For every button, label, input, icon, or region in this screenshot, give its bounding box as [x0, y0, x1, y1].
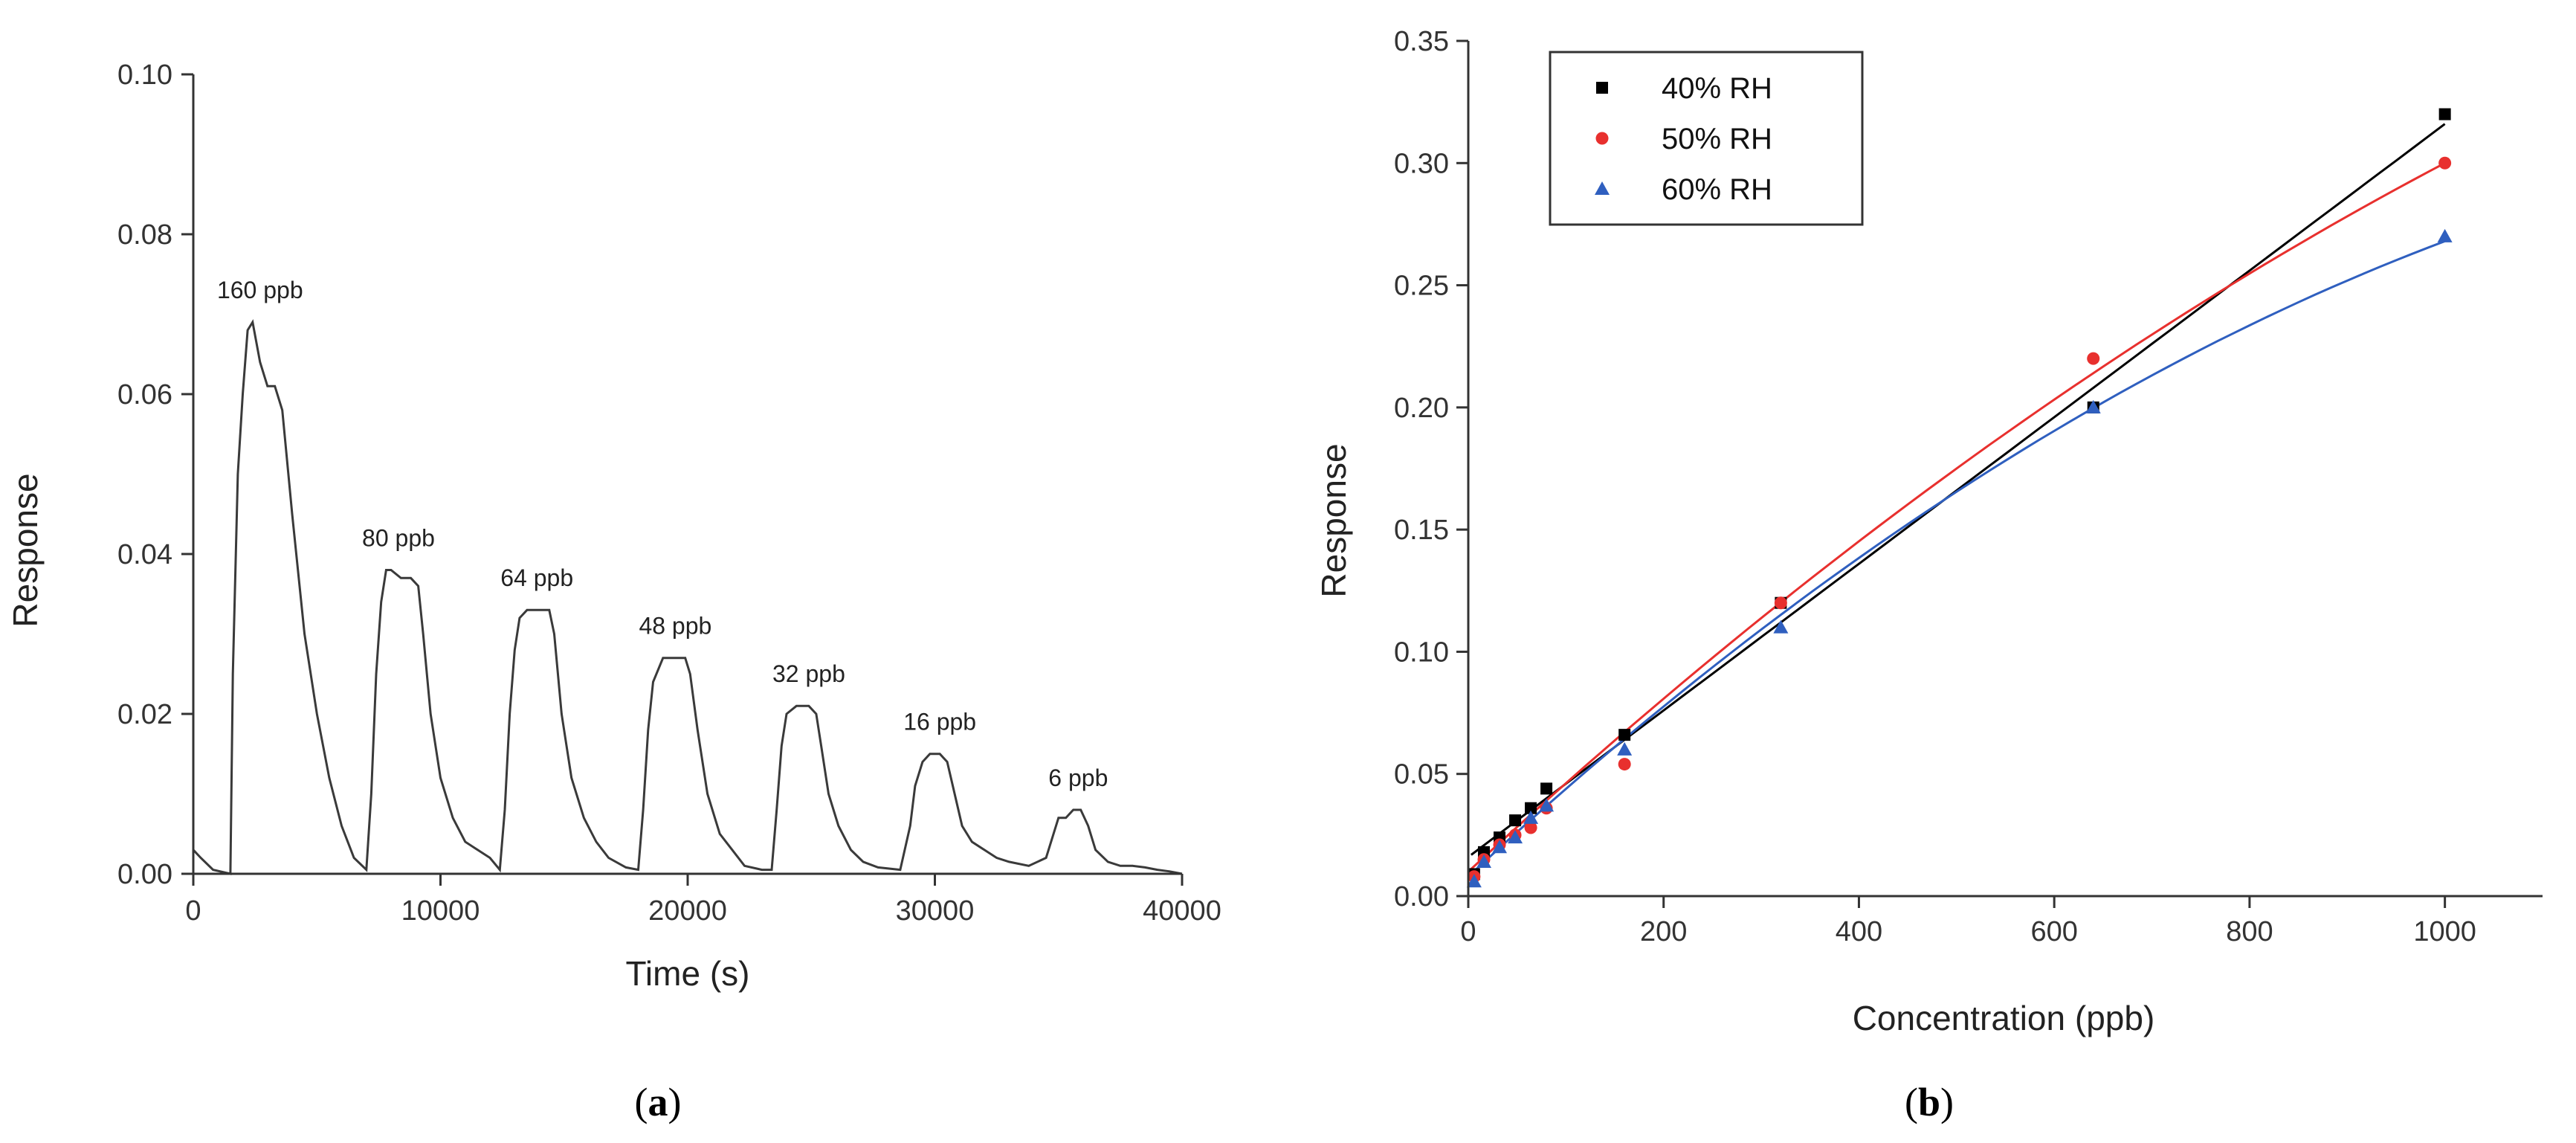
chart-b-x-tick-label: 800: [2226, 916, 2273, 947]
chart-a-x-ticks: 0 10000 20000 30000 40000: [185, 874, 1221, 927]
chart-b-fit-line: [1471, 123, 2446, 856]
chart-b-legend: 40% RH 50% RH 60% RH: [1549, 51, 1864, 226]
chart-b-x-tick-label: 1000: [2413, 916, 2476, 947]
chart-b-point-series-1: [2438, 108, 2451, 120]
chart-b-y-tick-label: 0.00: [1394, 881, 1449, 912]
chart-b-fit-line: [1470, 161, 2446, 870]
chart-b-legend-label: 50% RH: [1662, 123, 1772, 155]
chart-b-fit-line: [1470, 239, 2446, 875]
chart-b-legend-marker: [1595, 181, 1610, 195]
chart-b-y-tick-label: 0.10: [1394, 637, 1449, 668]
chart-a-annotation: 16 ppb: [903, 709, 976, 735]
chart-a-y-ticks: 0.00 0.02 0.04 0.06 0.08 0.10: [117, 59, 193, 890]
chart-b-x-tick-label: 400: [1836, 916, 1882, 947]
chart-b-x-axis-label: Concentration (ppb): [1853, 999, 2155, 1037]
chart-b-fit-lines: [1470, 123, 2446, 875]
chart-b-y-tick-label: 0.20: [1394, 393, 1449, 424]
chart-a-series-response-line: [192, 319, 1183, 875]
chart-b-point-series-3: [1492, 840, 1508, 854]
chart-b-x-tick-label: 200: [1640, 916, 1687, 947]
chart-b-x-ticks: 0 200 400 600 800 1000: [1460, 896, 2476, 947]
chart-b-axes: [1467, 41, 2543, 898]
chart-b-y-tick-label: 0.15: [1394, 515, 1449, 546]
chart-b: 0.00 0.05 0.10 0.15 0.20 0.25 0.30 0.35 0 200 400…: [1314, 26, 2543, 1124]
chart-b-y-tick-label: 0.35: [1394, 26, 1449, 57]
chart-b-point-series-3: [1466, 874, 1482, 888]
chart-b-point-series-2: [2087, 352, 2100, 365]
chart-a: 0.00 0.02 0.04 0.06 0.08 0.10 0 10000 20000 3000…: [6, 59, 1221, 1124]
chart-a-y-tick-label: 0.04: [117, 539, 172, 570]
chart-b-point-series-2: [1524, 821, 1537, 834]
chart-b-point-series-2: [1618, 758, 1631, 771]
chart-b-point-series-3: [2085, 399, 2101, 413]
chart-b-point-series-3: [1523, 810, 1539, 824]
chart-b-point-series-3: [1773, 619, 1789, 634]
chart-b-legend-label: 60% RH: [1662, 173, 1772, 206]
chart-a-y-tick-label: 0.08: [117, 219, 172, 251]
chart-b-point-series-3: [1617, 741, 1633, 756]
chart-b-point-series-3: [1476, 854, 1492, 868]
chart-a-axes: [192, 74, 1182, 875]
chart-a-y-tick-label: 0.00: [117, 859, 172, 890]
chart-b-x-tick-label: 600: [2030, 916, 2077, 947]
chart-b-y-ticks: 0.00 0.05 0.10 0.15 0.20 0.25 0.30 0.35: [1394, 26, 1468, 912]
chart-b-point-series-1: [1618, 729, 1631, 741]
chart-a-x-tick-label: 0: [185, 895, 201, 927]
panel-a-label: (a): [635, 1080, 682, 1124]
chart-b-y-tick-label: 0.25: [1394, 271, 1449, 302]
chart-a-y-tick-label: 0.10: [117, 59, 172, 91]
chart-b-point-series-1: [1540, 782, 1553, 795]
chart-b-point-series-1: [1509, 814, 1522, 827]
chart-a-annotation: 32 ppb: [772, 660, 845, 687]
chart-b-legend-marker: [1595, 132, 1609, 145]
chart-b-legend-marker: [1596, 82, 1608, 94]
chart-a-annotation: 48 ppb: [639, 613, 711, 640]
chart-b-point-series-3: [1539, 798, 1555, 812]
chart-a-x-axis-label: Time (s): [626, 954, 750, 993]
chart-b-point-series-1: [1525, 802, 1537, 814]
chart-b-y-axis-label: Response: [1314, 443, 1353, 597]
chart-b-point-series-3: [2437, 228, 2453, 242]
chart-a-annotation: 64 ppb: [500, 564, 573, 591]
chart-b-point-series-3: [1508, 830, 1523, 844]
chart-a-x-tick-label: 30000: [896, 895, 975, 927]
chart-b-point-series-2: [2438, 156, 2452, 170]
chart-b-x-tick-label: 0: [1460, 916, 1476, 947]
chart-a-annotations: 160 ppb 80 ppb 64 ppb 48 ppb 32 ppb 16 ppb 6 p…: [217, 277, 1108, 791]
chart-b-y-tick-label: 0.30: [1394, 148, 1449, 179]
chart-b-point-series-2: [1774, 596, 1787, 610]
chart-a-x-tick-label: 20000: [648, 895, 727, 927]
chart-b-legend-label: 40% RH: [1662, 72, 1772, 105]
chart-a-y-tick-label: 0.02: [117, 699, 172, 730]
chart-a-annotation: 80 ppb: [362, 524, 435, 551]
chart-b-points: [1466, 108, 2453, 888]
chart-a-y-axis-label: Response: [6, 473, 45, 627]
chart-b-y-tick-label: 0.05: [1394, 759, 1449, 791]
panel-b-label: (b): [1905, 1080, 1954, 1124]
chart-a-annotation: 6 ppb: [1048, 764, 1108, 791]
chart-a-y-tick-label: 0.06: [117, 379, 172, 410]
chart-a-x-tick-label: 10000: [401, 895, 480, 927]
chart-a-annotation: 160 ppb: [217, 277, 303, 303]
chart-a-x-tick-label: 40000: [1143, 895, 1221, 927]
